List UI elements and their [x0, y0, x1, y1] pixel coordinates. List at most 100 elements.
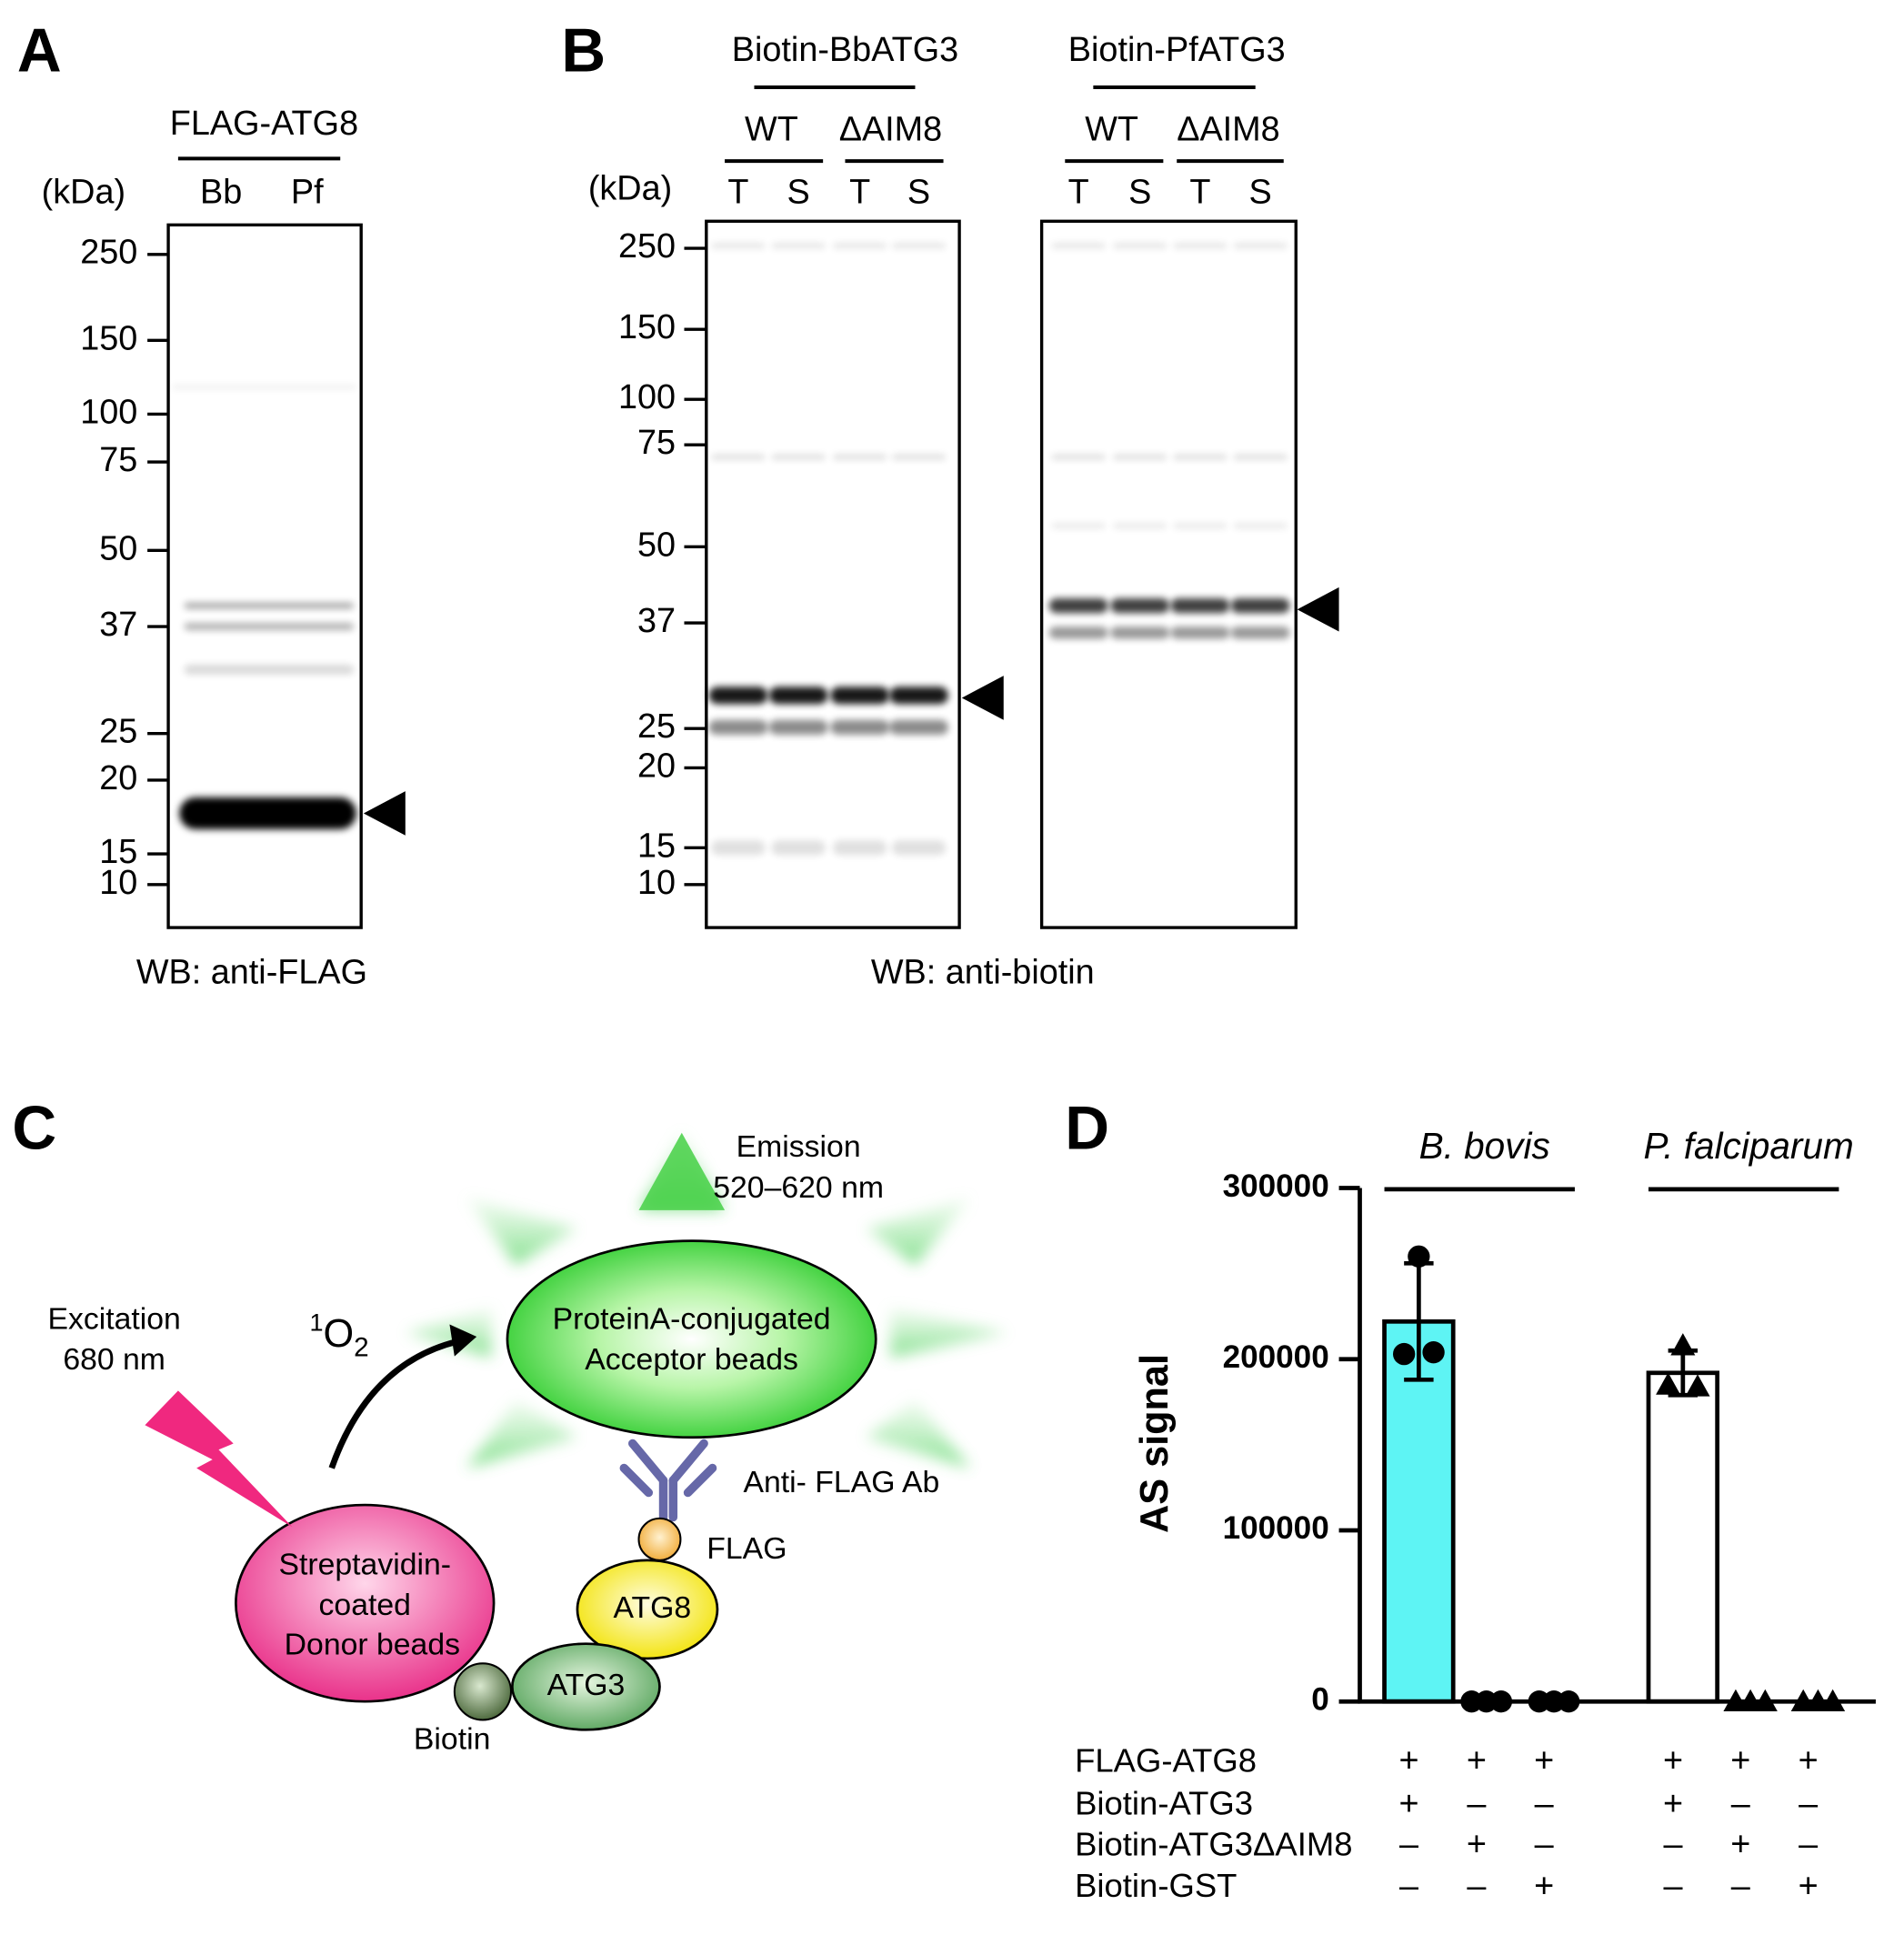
condition-sign: –: [1664, 1826, 1684, 1864]
band: [711, 243, 766, 249]
lane-label: S: [1128, 174, 1151, 212]
band: [891, 840, 947, 856]
emission-ray: [405, 1308, 492, 1358]
flag-text: FLAG: [706, 1531, 787, 1566]
y-tick-label: 300000: [1223, 1168, 1329, 1204]
emission-ray: [890, 1308, 1007, 1358]
bar: [1646, 1370, 1720, 1704]
emission-ray: [866, 1400, 971, 1469]
condition-sign: +: [1730, 1826, 1750, 1864]
condition-label: Biotin-ATG3ΔAIM8: [1075, 1825, 1352, 1862]
condition-sign: +: [1799, 1742, 1819, 1780]
band: [711, 454, 766, 460]
panel-label: B: [561, 17, 606, 85]
emission-ray: [638, 1132, 726, 1210]
marker-label: 20: [99, 759, 137, 797]
band: [830, 687, 890, 705]
biotin-text: Biotin: [414, 1721, 490, 1756]
blot-footer: WB: anti-biotin: [871, 953, 1095, 991]
condition-sign: +: [1663, 1742, 1683, 1780]
band: [1170, 598, 1230, 614]
emission-ray: [466, 1400, 577, 1469]
band: [1110, 627, 1170, 639]
marker-label: 250: [80, 234, 137, 272]
subscript: 2: [354, 1332, 369, 1362]
condition-sign: –: [1467, 1785, 1487, 1823]
marker-label: 25: [99, 713, 137, 751]
panel-label: D: [1065, 1095, 1109, 1163]
band: [1051, 243, 1106, 249]
lane-label: S: [787, 174, 810, 212]
singlet-oxygen: 1O2: [309, 1309, 368, 1363]
antibody-chain: [683, 1463, 717, 1498]
marker-label: 250: [618, 227, 676, 266]
marker-label: 10: [637, 864, 676, 902]
marker-label: 100: [80, 393, 137, 431]
condition-sign: +: [1399, 1785, 1419, 1823]
donor-bead: [235, 1503, 496, 1703]
lane-label: T: [849, 174, 870, 212]
band: [1230, 598, 1290, 614]
band: [708, 687, 768, 705]
marker-label: 25: [637, 707, 676, 746]
arrowhead: [1297, 587, 1339, 632]
band: [172, 385, 356, 389]
donor-text: coated: [319, 1588, 411, 1622]
acceptor-text: Acceptor beads: [585, 1342, 798, 1377]
donor-text: Donor beads: [285, 1627, 460, 1661]
condition-sign: –: [1731, 1868, 1751, 1906]
band: [1173, 243, 1228, 249]
marker-label: 50: [99, 529, 137, 567]
condition-sign: –: [1799, 1785, 1819, 1823]
band: [1173, 523, 1228, 529]
condition-sign: +: [1799, 1868, 1819, 1906]
marker-label: 37: [99, 606, 137, 644]
condition-sign: –: [1535, 1826, 1555, 1864]
lane-label: T: [727, 174, 748, 212]
unit-label: (kDa): [588, 169, 672, 207]
acceptor-bead: [506, 1239, 877, 1439]
band: [1233, 243, 1288, 249]
y-axis-label: AS signal: [1133, 1354, 1177, 1533]
band: [832, 840, 887, 856]
arrowhead: [363, 791, 406, 836]
condition-label: FLAG-ATG8: [1075, 1741, 1257, 1779]
marker-label: 75: [637, 424, 676, 462]
lane-label: T: [1189, 174, 1210, 212]
acceptor-text: ProteinA-conjugated: [553, 1301, 831, 1336]
subgroup-label: ΔAIM8: [839, 111, 943, 149]
band: [1112, 454, 1167, 460]
band: [1170, 627, 1230, 639]
marker-label: 15: [637, 827, 676, 865]
band: [1112, 523, 1167, 529]
blot-footer: WB: anti-FLAG: [136, 953, 367, 991]
lane-label: S: [1248, 174, 1271, 212]
condition-sign: –: [1535, 1785, 1555, 1823]
data-point: [1422, 1341, 1445, 1364]
excitation-text: 680 nm: [63, 1342, 165, 1377]
condition-sign: +: [1534, 1868, 1554, 1906]
band: [1230, 627, 1290, 639]
donor-text: Streptavidin-: [278, 1548, 451, 1582]
band: [891, 454, 947, 460]
transfer-arrow: [328, 1338, 458, 1469]
band: [184, 602, 355, 609]
condition-sign: +: [1663, 1785, 1683, 1823]
group-title: Biotin-BbATG3: [732, 31, 958, 69]
marker-label: 150: [80, 319, 137, 357]
condition-sign: –: [1799, 1826, 1819, 1864]
blot: [1039, 219, 1298, 929]
group-label: P. falciparum: [1643, 1125, 1853, 1167]
emission-ray: [866, 1198, 971, 1266]
antibody-chain: [619, 1463, 654, 1498]
blot: [705, 219, 961, 929]
unit-label: (kDa): [42, 174, 125, 212]
data-point: [1408, 1245, 1430, 1268]
emission-ray: [466, 1198, 577, 1266]
emission-text: Emission: [737, 1129, 861, 1164]
band: [1233, 523, 1288, 529]
panel-label: A: [17, 17, 62, 85]
data-point: [1656, 1372, 1681, 1395]
antibody-chain: [668, 1439, 708, 1485]
